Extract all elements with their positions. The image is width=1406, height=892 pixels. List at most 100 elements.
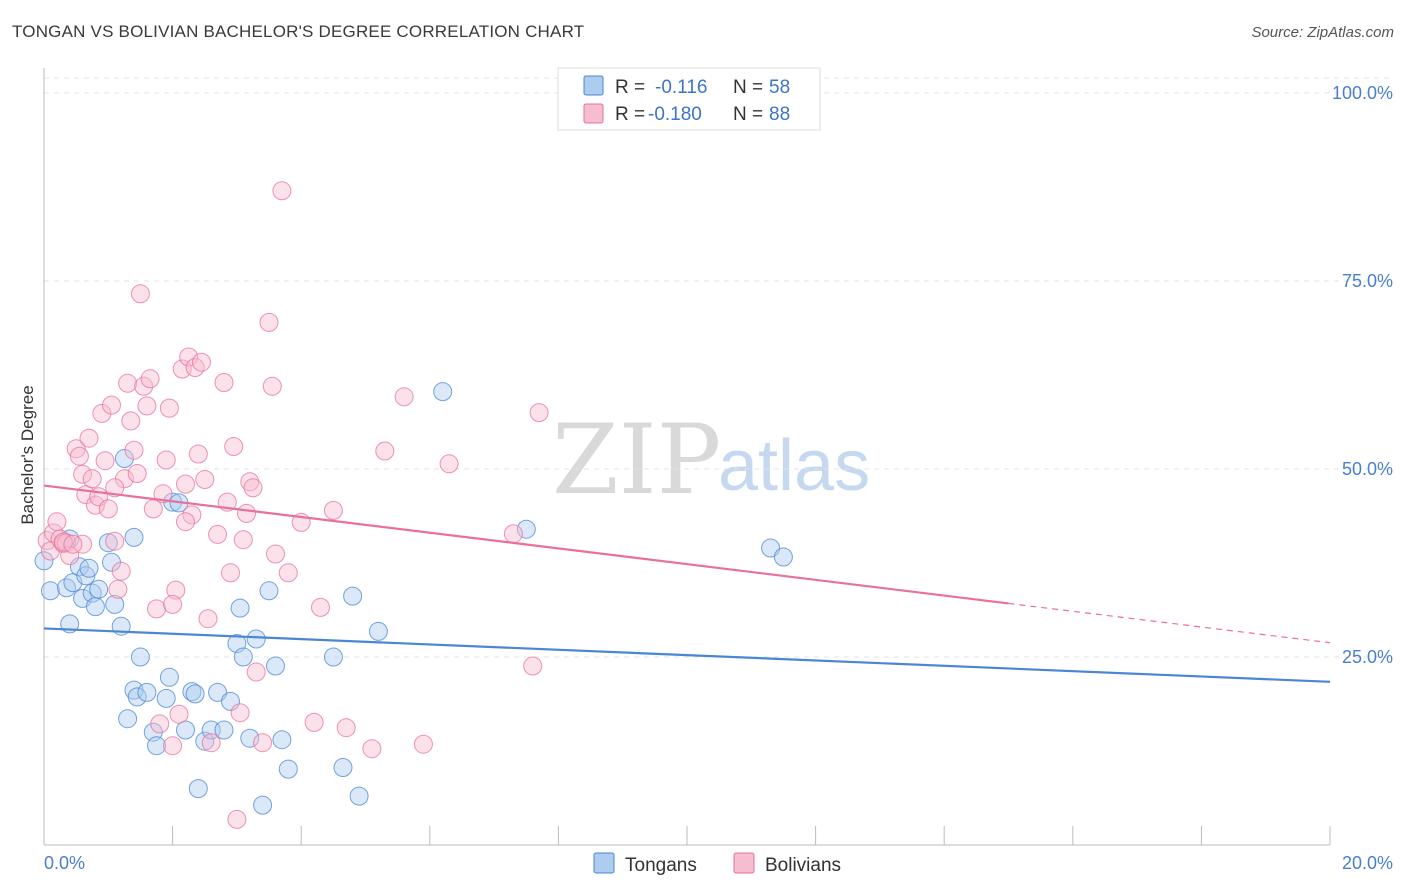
data-point-bolivians xyxy=(278,563,298,583)
data-point-tongans xyxy=(433,382,453,402)
watermark-atlas: atlas xyxy=(718,426,870,506)
data-point-bolivians xyxy=(185,358,205,377)
data-point-bolivians xyxy=(362,739,382,759)
series-legend-swatch-bolivians xyxy=(733,852,755,874)
y-axis-title: Bachelor's Degree xyxy=(18,385,37,524)
data-point-tongans xyxy=(208,682,228,702)
legend-n-value-bolivians: 88 xyxy=(769,104,790,125)
data-point-tongans xyxy=(182,682,202,702)
trend-line-bolivians xyxy=(43,484,1009,605)
data-point-bolivians xyxy=(230,703,250,723)
data-point-bolivians xyxy=(243,478,263,498)
data-point-tongans xyxy=(89,579,109,599)
data-point-tongans xyxy=(246,629,266,649)
chart-title: TONGAN VS BOLIVIAN BACHELOR'S DEGREE COR… xyxy=(12,22,585,41)
data-point-tongans xyxy=(240,728,260,748)
data-point-bolivians xyxy=(73,534,93,554)
data-point-bolivians xyxy=(98,499,118,519)
data-point-tongans xyxy=(230,598,250,618)
data-point-bolivians xyxy=(413,734,433,754)
data-point-bolivians xyxy=(394,387,414,407)
y-axis-tick-labels: 25.0% 50.0% 75.0% 100.0% xyxy=(1332,83,1393,667)
data-point-bolivians xyxy=(439,454,459,474)
data-point-bolivians xyxy=(201,733,221,753)
data-point-tongans xyxy=(185,684,205,704)
data-point-bolivians xyxy=(224,437,244,456)
watermark-zip: ZIP xyxy=(552,404,721,516)
data-point-bolivians xyxy=(195,470,215,489)
data-point-bolivians xyxy=(233,530,253,550)
data-point-bolivians xyxy=(102,395,121,415)
data-point-tongans xyxy=(323,647,343,667)
data-point-tongans xyxy=(34,551,54,571)
x-tick-label-min: 0.0% xyxy=(44,853,85,873)
data-point-tongans xyxy=(516,519,536,539)
data-point-bolivians xyxy=(529,403,549,423)
data-point-tongans xyxy=(349,786,369,806)
legend-n-label-tongans: N = xyxy=(733,77,763,98)
data-point-bolivians xyxy=(311,597,330,617)
data-point-tongans xyxy=(156,688,176,708)
data-point-tongans xyxy=(773,547,793,567)
data-point-bolivians xyxy=(221,563,240,583)
data-point-bolivians xyxy=(105,531,125,551)
series-legend-label-bolivians: Bolivians xyxy=(765,855,841,876)
data-point-bolivians xyxy=(188,444,208,464)
data-point-bolivians xyxy=(111,561,131,581)
data-point-bolivians xyxy=(63,534,83,554)
x-axis-ticks xyxy=(172,826,1331,845)
y-tick-label: 50.0% xyxy=(1342,459,1393,479)
data-point-tongans xyxy=(221,691,240,711)
data-point-tongans xyxy=(259,581,279,601)
data-point-tongans xyxy=(130,647,150,667)
legend-swatch-tongans xyxy=(583,75,604,96)
data-point-bolivians xyxy=(304,712,324,732)
data-point-tongans xyxy=(176,720,195,740)
series-legend-swatch-tongans xyxy=(593,852,615,874)
data-point-bolivians xyxy=(253,733,273,753)
stats-legend: R = -0.116 N = 58 R = -0.180 N = 88 xyxy=(557,67,821,131)
data-point-tongans xyxy=(278,759,298,779)
data-point-bolivians xyxy=(73,464,93,484)
data-point-tongans xyxy=(266,656,285,676)
legend-r-label-tongans: R = xyxy=(615,77,645,98)
data-point-tongans xyxy=(214,720,234,740)
data-point-tongans xyxy=(188,779,208,799)
data-point-bolivians xyxy=(127,464,147,483)
data-point-bolivians xyxy=(47,512,67,532)
data-point-tongans xyxy=(195,731,215,751)
data-point-bolivians xyxy=(240,472,260,492)
data-point-tongans xyxy=(40,581,60,601)
series-legend: Tongans Bolivians xyxy=(593,852,841,876)
data-point-tongans xyxy=(272,730,292,750)
data-point-bolivians xyxy=(227,809,247,829)
data-point-bolivians xyxy=(214,373,234,392)
data-point-bolivians xyxy=(134,376,154,396)
data-point-bolivians xyxy=(176,512,195,532)
data-point-bolivians xyxy=(208,524,228,544)
data-point-bolivians xyxy=(163,594,183,614)
data-point-bolivians xyxy=(176,474,195,494)
data-point-bolivians xyxy=(150,714,170,734)
data-point-tongans xyxy=(118,709,138,729)
data-point-bolivians xyxy=(121,411,141,431)
data-point-bolivians xyxy=(323,500,343,520)
data-point-bolivians xyxy=(156,450,176,470)
series-tongans xyxy=(34,382,793,815)
trend-line-tongans xyxy=(43,627,1331,683)
data-point-tongans xyxy=(105,594,125,614)
data-point-bolivians xyxy=(79,428,99,448)
data-point-tongans xyxy=(253,795,273,815)
y-tick-label: 75.0% xyxy=(1342,271,1393,291)
data-point-tongans xyxy=(343,586,363,606)
data-point-bolivians xyxy=(262,376,282,396)
data-point-bolivians xyxy=(108,579,128,599)
data-point-bolivians xyxy=(163,736,183,756)
data-point-tongans xyxy=(114,449,134,468)
data-point-bolivians xyxy=(272,181,292,201)
trend-line-extension-bolivians xyxy=(1008,602,1331,644)
data-point-tongans xyxy=(159,667,179,687)
legend-swatch-bolivians xyxy=(583,103,604,124)
data-point-tongans xyxy=(85,597,105,617)
data-point-bolivians xyxy=(124,440,144,460)
